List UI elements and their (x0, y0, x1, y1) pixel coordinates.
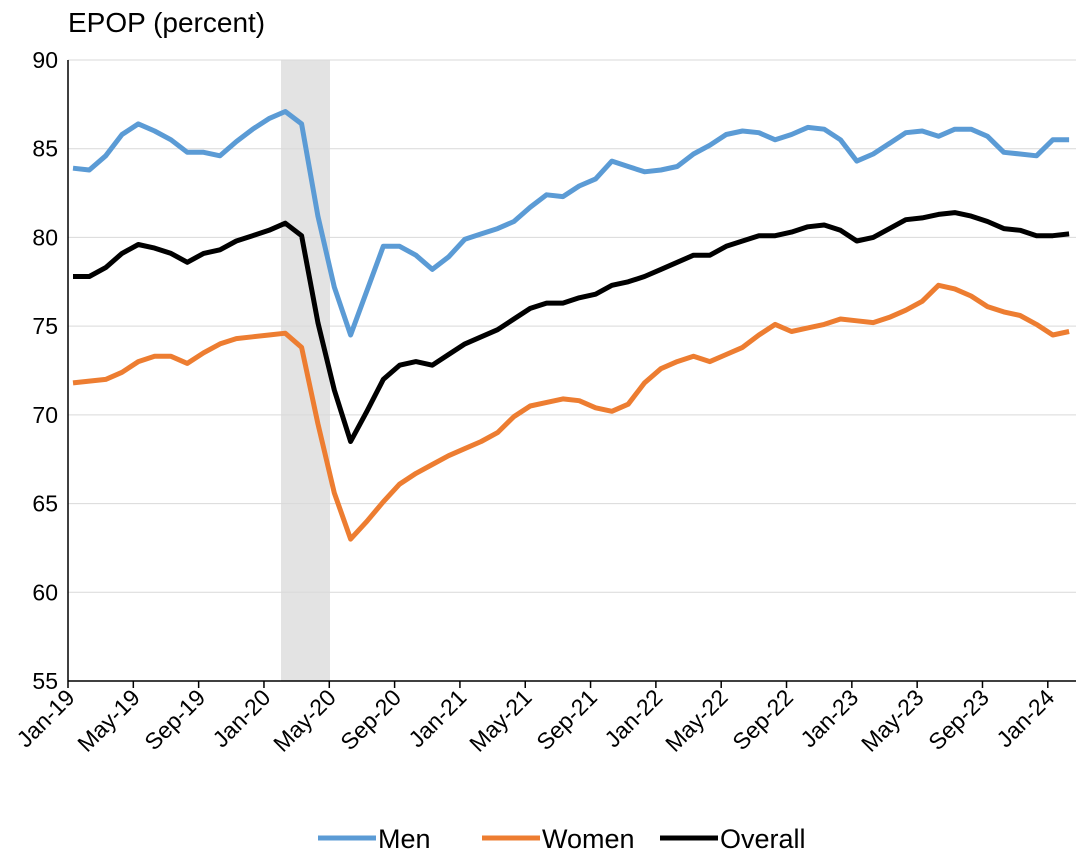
legend-label: Overall (720, 824, 806, 854)
legend-label: Women (542, 824, 635, 854)
series-line (72, 109, 1070, 338)
x-tick-label: Sep-22 (727, 684, 798, 755)
x-tick-label: May-22 (660, 684, 733, 757)
chart-title: EPOP (percent) (68, 7, 265, 38)
x-tick-label: May-20 (268, 684, 341, 757)
legend-label: Men (378, 824, 431, 854)
x-tick-label: Jan-24 (991, 684, 1059, 752)
x-tick-label: Jan-19 (11, 684, 79, 752)
x-tick-label: May-19 (72, 684, 145, 757)
y-tick-label: 85 (32, 136, 58, 162)
x-tick-label: Jan-21 (403, 684, 471, 752)
x-tick-label: May-23 (856, 684, 929, 757)
y-tick-label: 55 (32, 668, 58, 694)
x-tick-label: Jan-20 (207, 684, 275, 752)
x-tick-label: Jan-22 (599, 684, 667, 752)
y-tick-label: 75 (32, 313, 58, 339)
y-tick-label: 60 (32, 579, 58, 605)
x-tick-label: May-21 (464, 684, 537, 757)
y-tick-label: 90 (32, 47, 58, 73)
x-tick-label: Sep-21 (531, 684, 602, 755)
y-tick-label: 70 (32, 402, 58, 428)
x-tick-label: Sep-20 (335, 684, 406, 755)
x-tick-label: Sep-23 (923, 684, 994, 755)
y-tick-label: 80 (32, 224, 58, 250)
x-tick-label: Sep-19 (139, 684, 210, 755)
series-line (72, 282, 1070, 542)
y-tick-label: 65 (32, 491, 58, 517)
series-line (73, 210, 1070, 444)
x-tick-label: Jan-23 (795, 684, 863, 752)
